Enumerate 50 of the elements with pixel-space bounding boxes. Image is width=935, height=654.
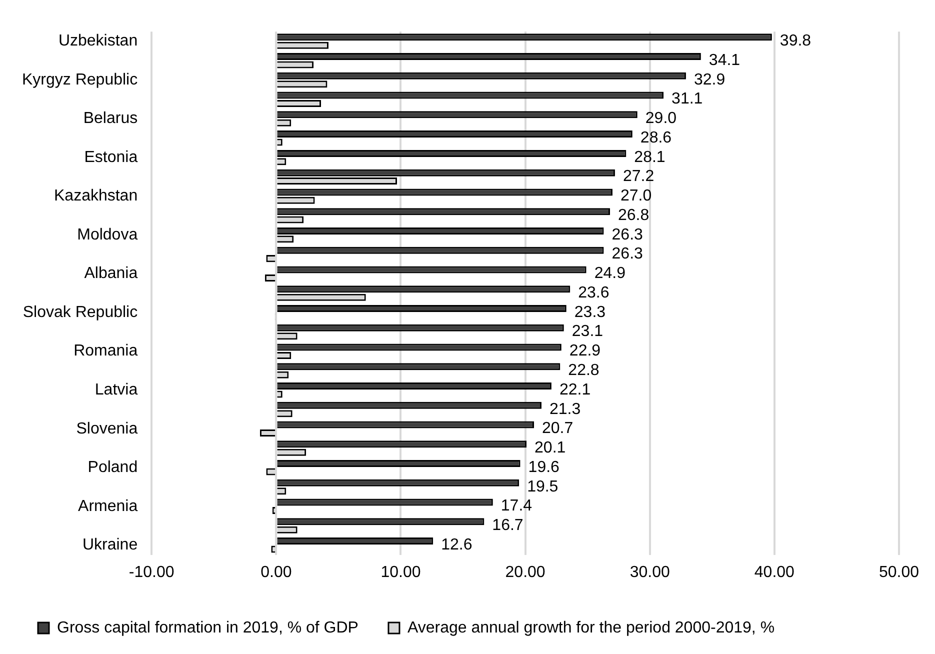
data-label: 26.3 [612, 226, 644, 244]
y-tick-label: Albania [84, 265, 138, 282]
data-label: 20.1 [534, 440, 566, 457]
data-label: 39.8 [780, 32, 812, 50]
data-label: 12.6 [441, 536, 472, 554]
data-label: 17.4 [500, 498, 532, 515]
data-label: 28.6 [640, 129, 672, 146]
data-label: 32.9 [694, 71, 726, 88]
data-label: 23.1 [572, 323, 604, 340]
data-label: 22.1 [559, 381, 591, 398]
y-tick-label: Moldova [77, 226, 138, 244]
y-tick-label: Belarus [83, 110, 138, 128]
y-tick-label: Kazakhstan [54, 188, 138, 205]
data-label: 34.1 [708, 52, 740, 69]
data-label: 31.1 [672, 90, 703, 108]
data-label: 26.8 [618, 206, 650, 224]
x-tick-label: 20.00 [505, 564, 546, 581]
y-tick-label: Uzbekistan [58, 32, 138, 50]
y-tick-label: Armenia [78, 498, 138, 515]
data-label: 27.2 [622, 168, 654, 186]
x-tick-label: 0.00 [260, 564, 292, 581]
y-tick-label: Romania [74, 342, 138, 360]
y-tick-label: Slovak Republic [22, 304, 138, 321]
data-label: 28.1 [634, 148, 666, 166]
data-label: 29.0 [645, 110, 677, 128]
x-tick-label: 10.00 [380, 564, 421, 581]
data-label: 24.9 [594, 265, 626, 282]
legend-label: Average annual growth for the period 2000-2019, % [407, 619, 775, 636]
y-tick-label: Poland [88, 459, 138, 476]
y-tick-label: Slovenia [76, 420, 138, 438]
data-label: 23.6 [578, 284, 610, 302]
x-tick-label: 40.00 [754, 564, 795, 581]
x-tick-label: 30.00 [630, 564, 670, 581]
data-label: 16.7 [492, 517, 524, 534]
data-label: 19.5 [527, 478, 558, 496]
x-tick-label: 50.00 [878, 564, 920, 581]
data-label: 21.3 [549, 400, 581, 418]
data-label: 22.9 [569, 342, 601, 360]
y-tick-label: Ukraine [82, 536, 138, 554]
data-label: 23.3 [574, 304, 606, 321]
y-tick-label: Latvia [94, 381, 138, 398]
data-label: 20.7 [542, 420, 574, 438]
y-tick-label: Kyrgyz Republic [22, 71, 138, 88]
x-tick-label: -10.00 [128, 564, 174, 581]
data-label: 27.0 [620, 188, 652, 205]
legend-label: Gross capital formation in 2019, % of GDP [57, 619, 358, 636]
data-label: 19.6 [528, 458, 560, 476]
data-label: 22.8 [568, 362, 600, 379]
data-label: 26.3 [612, 246, 644, 263]
y-tick-label: Estonia [84, 148, 138, 166]
